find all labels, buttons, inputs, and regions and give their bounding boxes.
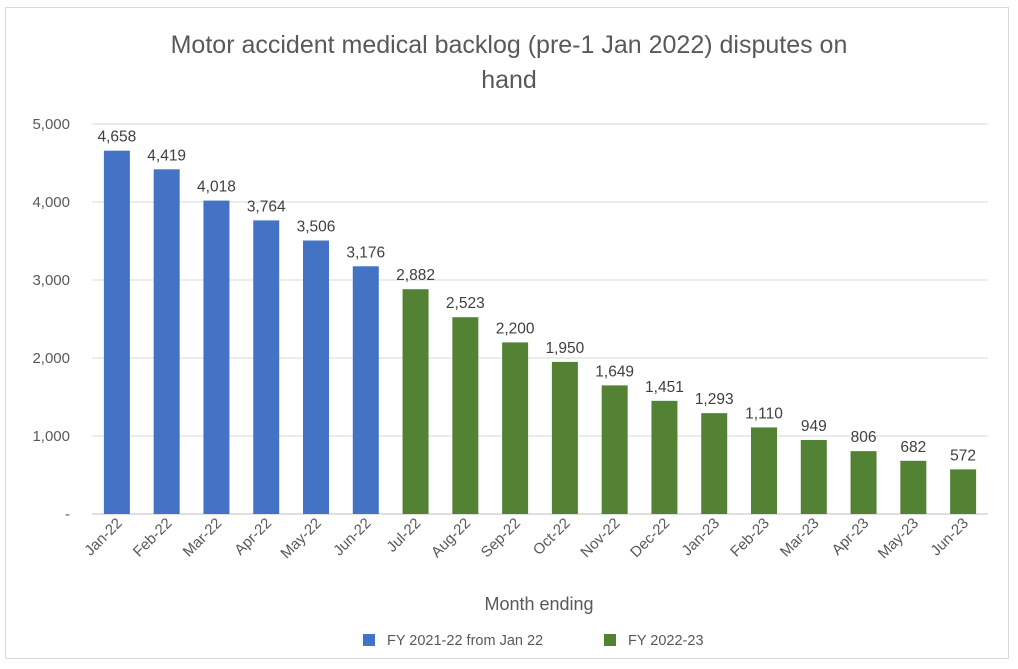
y-tick-label: 1,000	[32, 428, 70, 445]
x-tick-label: May-23	[875, 515, 922, 562]
y-axis-ticks: - 1,000 2,000 3,000 4,000 5,000	[32, 116, 70, 523]
x-tick-label: Jun-22	[330, 515, 374, 559]
legend: FY 2021-22 from Jan 22 FY 2022-23	[363, 633, 704, 649]
x-tick-label: Feb-22	[130, 515, 176, 561]
legend-label: FY 2021-22 from Jan 22	[387, 633, 543, 649]
data-label: 572	[950, 447, 976, 464]
x-tick-label: Oct-22	[530, 515, 574, 559]
data-label: 806	[851, 429, 877, 446]
x-tick-label: Feb-23	[727, 515, 773, 561]
bar-may-23	[900, 460, 927, 514]
x-tick-label: Mar-23	[777, 515, 823, 561]
data-label: 2,882	[396, 267, 435, 284]
x-tick-label: Aug-22	[428, 515, 474, 561]
bar-aug-22	[452, 317, 479, 514]
chart-title-line-2: hand	[481, 66, 537, 94]
data-label: 1,110	[745, 405, 783, 422]
x-tick-label: Apr-23	[829, 515, 873, 559]
y-tick-label: 2,000	[32, 350, 70, 367]
bar-dec-22	[651, 400, 678, 514]
data-label: 3,764	[247, 198, 286, 215]
bar-may-22	[303, 240, 329, 515]
y-tick-label: -	[65, 506, 70, 523]
x-tick-label: Dec-22	[627, 515, 673, 561]
bar-mar-23	[800, 439, 827, 514]
bar-apr-23	[850, 451, 877, 514]
bar-feb-22	[153, 169, 180, 514]
bar-jan-23	[701, 413, 728, 514]
x-tick-label: Jan-22	[81, 515, 125, 559]
bar-jun-23	[950, 469, 977, 514]
x-tick-label: Sep-22	[478, 515, 524, 561]
bar-apr-22	[253, 220, 280, 514]
x-axis-ticks: Jan-22 Feb-22 Mar-22 Apr-22 May-22 Jun-22 Jul-…	[81, 515, 972, 562]
data-label: 1,950	[545, 340, 584, 357]
bar-mar-22	[203, 200, 230, 514]
legend-swatch	[604, 634, 616, 646]
data-label: 4,658	[97, 129, 136, 146]
y-tick-label: 3,000	[32, 272, 70, 289]
data-label: 949	[801, 418, 827, 435]
x-tick-label: Mar-22	[180, 515, 226, 561]
bar-nov-22	[601, 385, 628, 514]
bar-jan-22	[103, 150, 130, 514]
x-tick-label: Jul-22	[383, 515, 424, 556]
y-tick-label: 4,000	[32, 194, 70, 211]
data-label: 1,451	[645, 379, 684, 396]
data-label: 1,293	[695, 391, 734, 408]
bars	[103, 150, 977, 515]
data-label: 682	[900, 439, 926, 456]
legend-swatch	[363, 634, 375, 646]
data-label: 2,523	[446, 295, 485, 312]
data-labels: 4,658 4,419 4,018 3,764 3,506 3,176 2,882 2,523…	[97, 129, 976, 465]
chart-title-line-1: Motor accident medical backlog (pre-1 Ja…	[171, 31, 848, 59]
bar-feb-23	[751, 427, 777, 514]
x-tick-label: Apr-22	[231, 515, 275, 559]
data-label: 3,506	[297, 219, 336, 236]
data-label: 3,176	[346, 244, 385, 261]
bar-jul-22	[402, 289, 429, 514]
bar-sep-22	[502, 342, 529, 514]
legend-label: FY 2022-23	[628, 633, 704, 649]
data-label: 1,649	[595, 363, 634, 380]
data-label: 2,200	[496, 320, 535, 337]
data-label: 4,018	[197, 179, 236, 196]
gridlines	[92, 123, 988, 515]
bar-jun-22	[352, 266, 379, 514]
x-tick-label: May-22	[277, 515, 324, 562]
bar-oct-22	[551, 361, 578, 514]
y-tick-label: 5,000	[32, 116, 70, 133]
x-tick-label: Jun-23	[927, 515, 971, 559]
data-label: 4,419	[147, 147, 186, 164]
x-axis-title: Month ending	[484, 594, 593, 614]
x-tick-label: Nov-22	[577, 515, 623, 561]
x-tick-label: Jan-23	[679, 515, 723, 559]
